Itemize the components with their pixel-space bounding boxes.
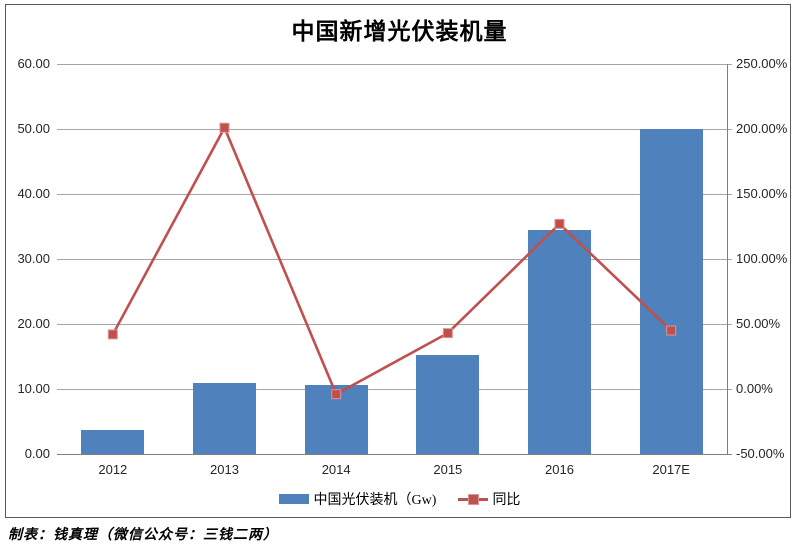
legend-bar-label: 中国光伏装机（Gw) (313, 493, 437, 508)
y-right-tick-label: 200.00% (736, 121, 788, 136)
chart-title: 中国新增光伏装机量 (291, 19, 508, 44)
y-right-tick-label: 0.00% (736, 381, 773, 396)
yoy-marker-2013 (219, 122, 230, 133)
y-left-tick-label: 20.00 (17, 316, 50, 331)
yoy-marker-2017E (666, 325, 677, 336)
yoy-marker-2016 (554, 218, 565, 229)
legend: 中国光伏装机（Gw) 同比 (0, 489, 799, 509)
legend-bar-swatch-icon (278, 494, 309, 504)
y-left-tick-label: 40.00 (17, 186, 50, 201)
gridline (57, 323, 732, 325)
gridline (57, 193, 732, 195)
y-right-tick-label: 50.00% (736, 316, 781, 331)
yoy-marker-2015 (442, 328, 453, 339)
x-axis-line (57, 453, 732, 455)
yoy-marker-2012 (107, 329, 118, 340)
legend-line-marker (468, 494, 480, 505)
bar-2013 (193, 382, 256, 454)
source-caption: 制表：钱真理（微信公众号：三钱二两） (8, 528, 278, 543)
gridline (57, 128, 732, 130)
gridline (57, 63, 732, 65)
bar-2017E (639, 129, 703, 454)
y-left-tick-label: 50.00 (17, 121, 50, 136)
x-axis-label-2013: 2013 (210, 462, 239, 477)
bar-2012 (81, 429, 145, 454)
y-left-tick-label: 10.00 (17, 381, 50, 396)
yoy-marker-2014 (331, 389, 342, 400)
gridline (57, 258, 732, 260)
x-axis-label-2014: 2014 (321, 462, 351, 477)
y-left-tick-label: 60.00 (17, 56, 50, 71)
yoy-line-series (107, 122, 677, 400)
bar-2015 (416, 355, 480, 454)
x-axis-label-2015: 2015 (433, 462, 463, 477)
y-right-tick-label: -50.00% (736, 446, 785, 461)
y-right-tick-label: 150.00% (736, 186, 788, 201)
legend-line-swatch-icon (458, 494, 489, 505)
y-right-tick-label: 100.00% (736, 251, 788, 266)
y-right-tick-label: 250.00% (736, 56, 788, 71)
y-left-tick-label: 0.00 (24, 446, 50, 461)
x-axis-label-2017E: 2017E (652, 462, 690, 477)
y-right-axis-line (727, 64, 728, 454)
gridline (57, 388, 732, 390)
bar-2016 (528, 229, 591, 454)
x-axis-label-2016: 2016 (545, 462, 574, 477)
legend-line-label: 同比 (492, 493, 521, 508)
y-left-tick-label: 30.00 (17, 251, 50, 266)
yoy-line (111, 124, 673, 397)
x-axis-label-2012: 2012 (98, 462, 128, 477)
